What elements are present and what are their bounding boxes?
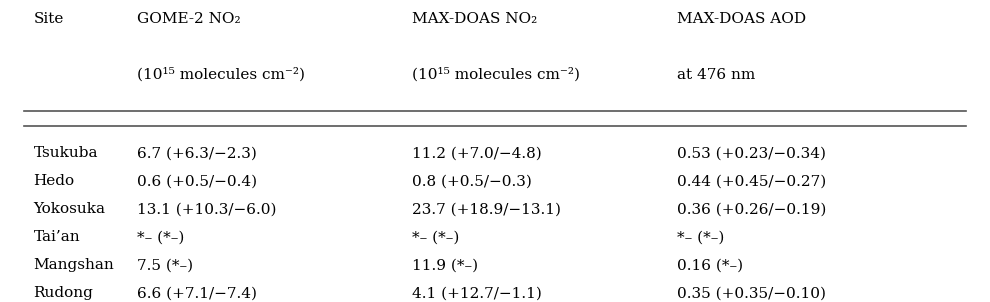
Text: 6.6 (+7.1/−7.4): 6.6 (+7.1/−7.4) (137, 286, 256, 300)
Text: 0.44 (+0.45/−0.27): 0.44 (+0.45/−0.27) (676, 175, 826, 188)
Text: Rudong: Rudong (34, 286, 93, 300)
Text: MAX-DOAS NO₂: MAX-DOAS NO₂ (412, 12, 537, 26)
Text: Yokosuka: Yokosuka (34, 202, 106, 216)
Text: Site: Site (34, 12, 64, 26)
Text: 0.8 (+0.5/−0.3): 0.8 (+0.5/−0.3) (412, 175, 532, 188)
Text: 6.7 (+6.3/−2.3): 6.7 (+6.3/−2.3) (137, 146, 256, 160)
Text: GOME-2 NO₂: GOME-2 NO₂ (137, 12, 241, 26)
Text: 4.1 (+12.7/−1.1): 4.1 (+12.7/−1.1) (412, 286, 542, 300)
Text: (10¹⁵ molecules cm⁻²): (10¹⁵ molecules cm⁻²) (412, 68, 579, 82)
Text: 13.1 (+10.3/−6.0): 13.1 (+10.3/−6.0) (137, 202, 276, 216)
Text: 0.16 (*–): 0.16 (*–) (676, 258, 742, 272)
Text: *– (*–): *– (*–) (137, 230, 184, 244)
Text: Tsukuba: Tsukuba (34, 146, 98, 160)
Text: (10¹⁵ molecules cm⁻²): (10¹⁵ molecules cm⁻²) (137, 68, 305, 82)
Text: 7.5 (*–): 7.5 (*–) (137, 258, 193, 272)
Text: 11.9 (*–): 11.9 (*–) (412, 258, 478, 272)
Text: Hedo: Hedo (34, 175, 74, 188)
Text: 0.35 (+0.35/−0.10): 0.35 (+0.35/−0.10) (676, 286, 826, 300)
Text: 0.53 (+0.23/−0.34): 0.53 (+0.23/−0.34) (676, 146, 826, 160)
Text: Tai’an: Tai’an (34, 230, 80, 244)
Text: 0.6 (+0.5/−0.4): 0.6 (+0.5/−0.4) (137, 175, 256, 188)
Text: *– (*–): *– (*–) (412, 230, 459, 244)
Text: 0.36 (+0.26/−0.19): 0.36 (+0.26/−0.19) (676, 202, 826, 216)
Text: *– (*–): *– (*–) (676, 230, 724, 244)
Text: at 476 nm: at 476 nm (676, 68, 754, 82)
Text: 11.2 (+7.0/−4.8): 11.2 (+7.0/−4.8) (412, 146, 542, 160)
Text: 23.7 (+18.9/−13.1): 23.7 (+18.9/−13.1) (412, 202, 560, 216)
Text: MAX-DOAS AOD: MAX-DOAS AOD (676, 12, 806, 26)
Text: Mangshan: Mangshan (34, 258, 115, 272)
